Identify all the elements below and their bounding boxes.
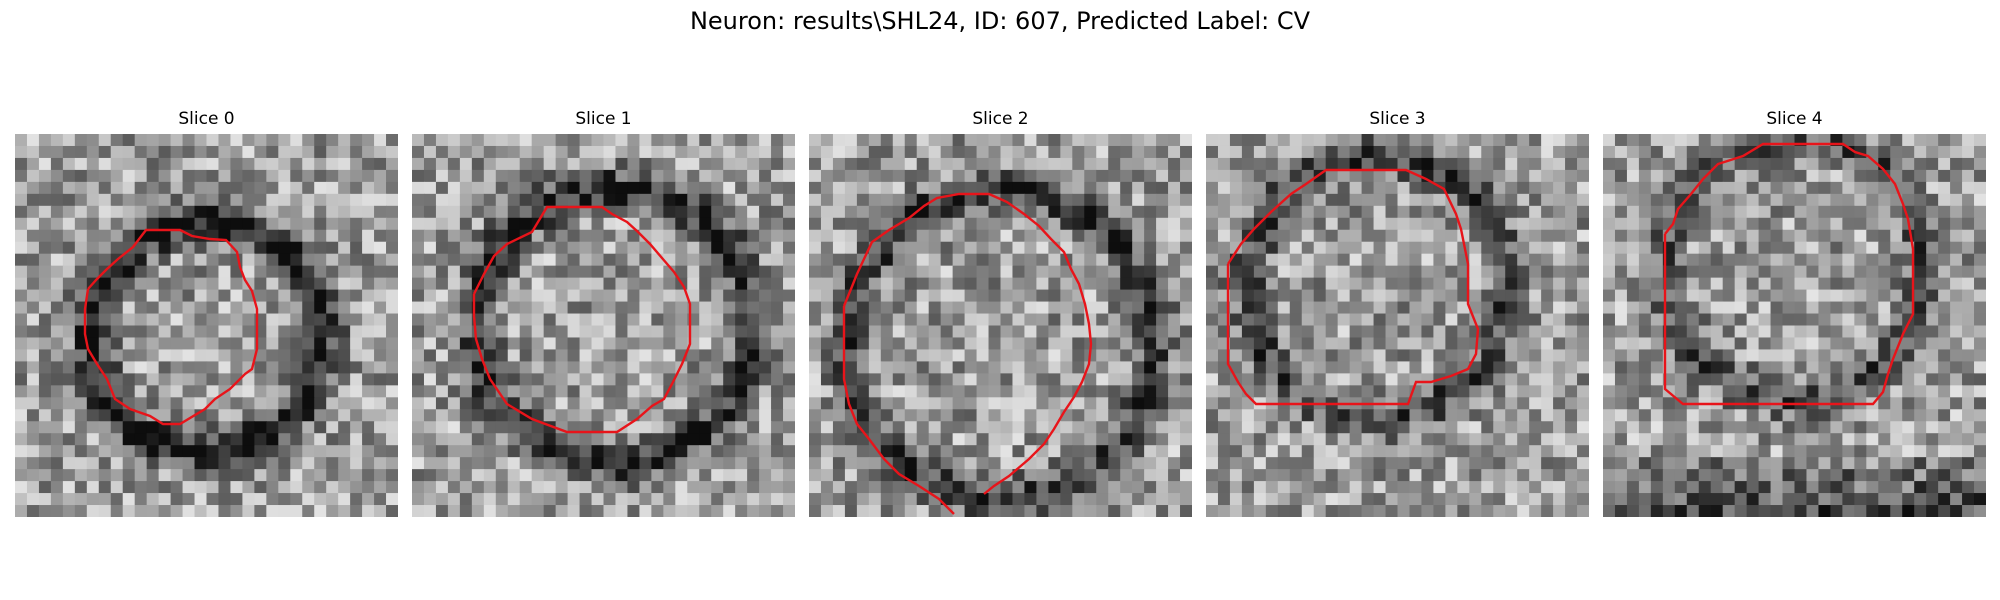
slice-panel-4: Slice 4 [1603, 108, 1986, 517]
segmentation-contour [472, 205, 692, 434]
slice-panel-2: Slice 2 [809, 108, 1192, 517]
slice-image-1 [412, 134, 795, 517]
slice-panel-0: Slice 0 [15, 108, 398, 517]
slice-title: Slice 1 [575, 109, 632, 129]
segmentation-contour [1226, 168, 1480, 406]
segmentation-contour [1663, 142, 1915, 406]
slice-title: Slice 0 [178, 109, 235, 129]
slice-title: Slice 3 [1369, 109, 1426, 129]
slice-title: Slice 4 [1766, 109, 1823, 129]
slice-title: Slice 2 [972, 109, 1029, 129]
figure-title: Neuron: results\SHL24, ID: 607, Predicte… [689, 7, 1311, 35]
grayscale-image [809, 134, 1192, 517]
grayscale-image [1206, 134, 1589, 517]
slice-panel-3: Slice 3 [1206, 108, 1589, 517]
slice-image-0 [15, 134, 398, 517]
slice-panel-1: Slice 1 [412, 108, 795, 517]
segmentation-contour [842, 192, 1093, 495]
segmentation-contour [83, 228, 259, 426]
grayscale-image [412, 134, 795, 517]
slice-image-2 [809, 134, 1192, 517]
slice-image-3 [1206, 134, 1589, 517]
slice-image-4 [1603, 134, 1986, 517]
grayscale-image [15, 134, 398, 517]
grayscale-image [1603, 134, 1986, 517]
segmentation-contour [842, 306, 955, 515]
